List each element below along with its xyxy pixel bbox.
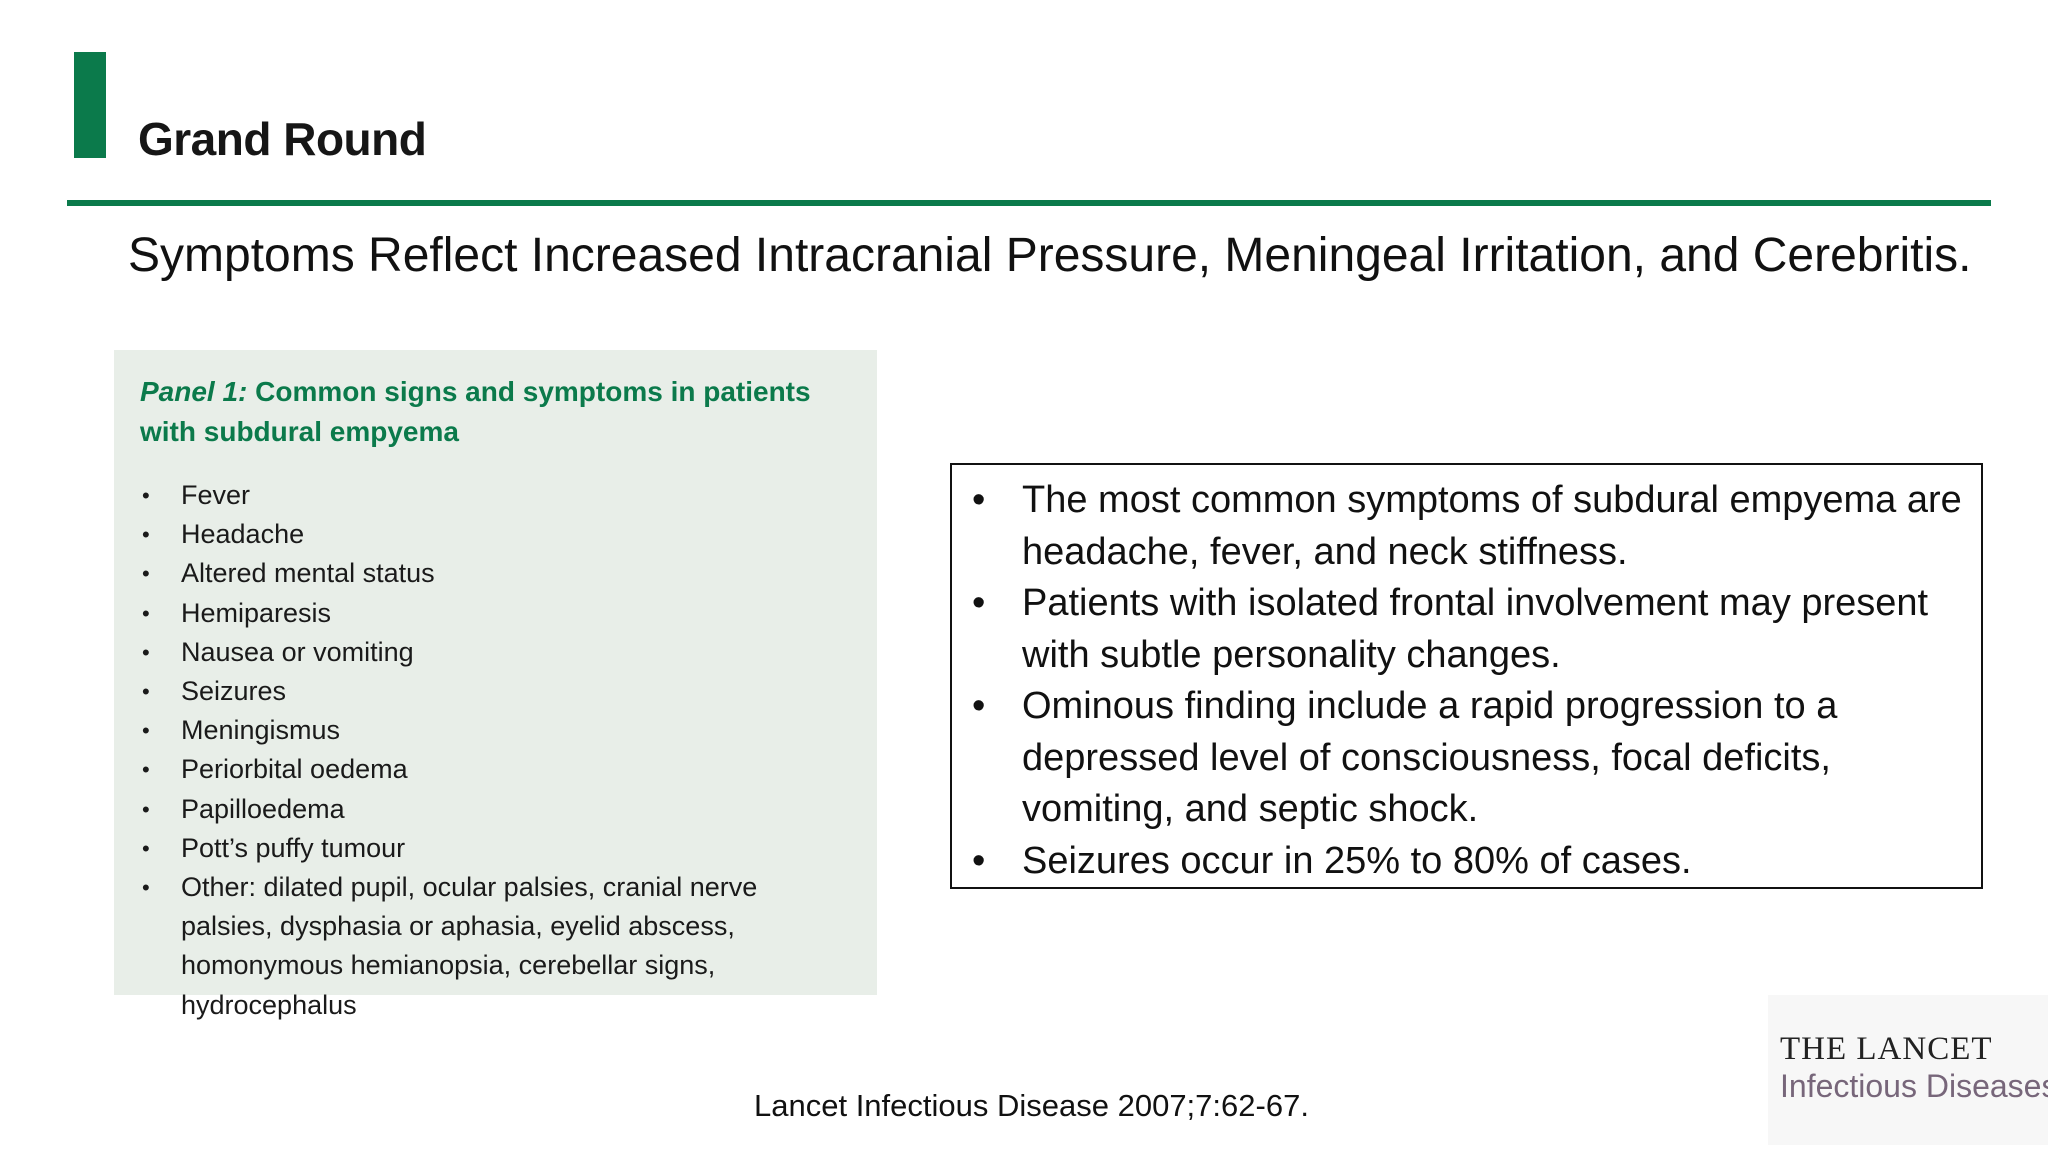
panel-heading-text: Common signs and symptoms in patients wi… [140, 376, 811, 447]
accent-bar [74, 52, 106, 158]
list-item: Altered mental status [140, 554, 851, 593]
list-item: Other: dilated pupil, ocular palsies, cr… [140, 868, 851, 1025]
list-item: Periorbital oedema [140, 750, 851, 789]
summary-bullet: The most common symptoms of subdural emp… [962, 475, 1971, 578]
header-rule [67, 200, 1991, 206]
summary-bullet-list: The most common symptoms of subdural emp… [962, 475, 1971, 887]
list-item: Hemiparesis [140, 594, 851, 633]
logo-line-1: THE LANCET [1780, 1031, 1993, 1067]
summary-bullet: Seizures occur in 25% to 80% of cases. [962, 836, 1971, 888]
logo-line-2: Infectious Diseases [1780, 1068, 2048, 1104]
list-item: Headache [140, 515, 851, 554]
summary-bullet: Ominous finding include a rapid progress… [962, 681, 1971, 836]
panel-heading-prefix: Panel 1: [140, 376, 248, 407]
symptoms-panel: Panel 1: Common signs and symptoms in pa… [114, 350, 877, 1020]
list-item: Nausea or vomiting [140, 633, 851, 672]
section-label: Grand Round [138, 113, 427, 165]
citation: Lancet Infectious Disease 2007;7:62-67. [754, 1088, 1309, 1123]
list-item: Seizures [140, 672, 851, 711]
panel-heading: Panel 1: Common signs and symptoms in pa… [140, 372, 851, 452]
list-item: Papilloedema [140, 790, 851, 829]
summary-box: The most common symptoms of subdural emp… [950, 463, 1983, 889]
list-item: Meningismus [140, 711, 851, 750]
lancet-logo: THE LANCET Infectious Diseases [1768, 995, 2048, 1145]
slide-title: Symptoms Reflect Increased Intracranial … [128, 229, 1972, 282]
panel-symptom-list: Fever Headache Altered mental status Hem… [140, 476, 851, 1025]
list-item: Fever [140, 476, 851, 515]
summary-bullet: Patients with isolated frontal involveme… [962, 578, 1971, 681]
list-item: Pott’s puffy tumour [140, 829, 851, 868]
